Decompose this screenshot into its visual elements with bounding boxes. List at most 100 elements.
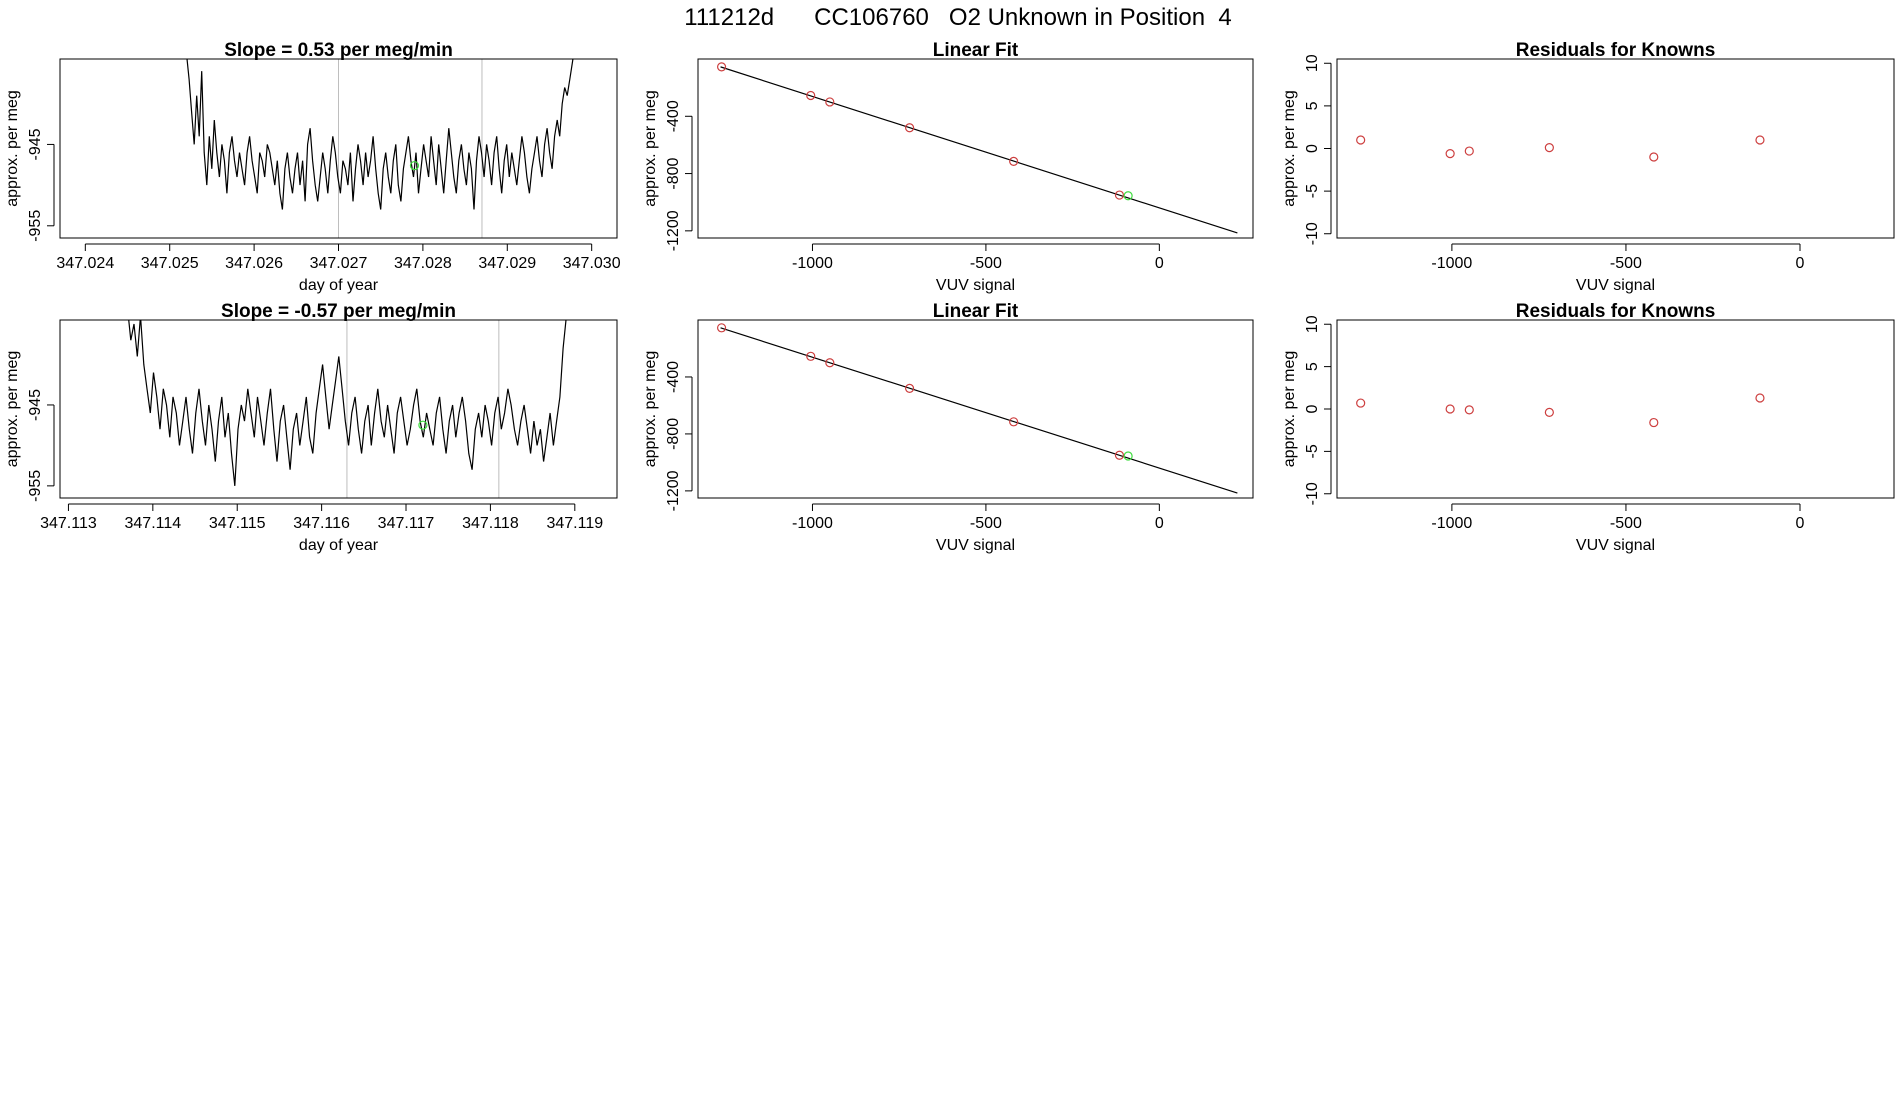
known-point-2	[1445, 149, 1455, 159]
y-tick-label-3: 0	[1304, 144, 1321, 153]
known-point-1	[1356, 135, 1366, 145]
chart-title: Slope = -0.57 per meg/min	[221, 301, 456, 322]
known-point-6	[1114, 190, 1125, 200]
y-tick-label-2: -800	[665, 157, 682, 189]
x-tick-label-2: -500	[970, 515, 1002, 532]
plot-frame	[697, 319, 1254, 499]
x-tick-label-1: -1000	[792, 255, 833, 272]
known-point-4	[1544, 143, 1554, 153]
y-tick-label-1: 10	[1304, 54, 1321, 72]
x-tick-label-3: 0	[1796, 255, 1805, 272]
known-point-5	[1009, 156, 1019, 166]
unknown-point-1	[1123, 451, 1133, 461]
known-point-3	[1464, 405, 1474, 415]
x-tick-label-6: 347.118	[462, 515, 519, 532]
y-tick-label-2: -800	[665, 418, 682, 450]
y-tick-label-2: -955	[27, 210, 44, 242]
plot-area	[128, 320, 567, 498]
y-tick-label-1: -400	[665, 361, 682, 393]
plot-area	[716, 62, 1238, 234]
y-axis-title: approx. per meg	[4, 90, 21, 207]
known-point-6	[1755, 135, 1765, 145]
x-axis-title: day of year	[299, 537, 379, 554]
x-axis-title: VUV signal	[1576, 277, 1655, 294]
chart-title: Residuals for Knowns	[1516, 301, 1716, 322]
y-axis-title: approx. per meg	[1281, 351, 1298, 468]
x-tick-label-5: 347.117	[378, 515, 435, 532]
plot-area	[1356, 393, 1765, 428]
y-tick-label-5: -10	[1304, 222, 1321, 245]
x-tick-label-1: 347.024	[56, 255, 114, 272]
x-tick-label-7: 347.030	[563, 255, 621, 272]
y-tick-label-1: -400	[665, 100, 682, 132]
unknown-marker	[418, 420, 428, 430]
x-tick-label-7: 347.119	[546, 515, 603, 532]
known-point-5	[1649, 152, 1659, 162]
y-axis-title: approx. per meg	[642, 90, 659, 207]
y-tick-label-4: -5	[1304, 444, 1321, 458]
x-axis-title: VUV signal	[936, 277, 1015, 294]
x-tick-label-3: 0	[1155, 515, 1164, 532]
y-axis-title: approx. per meg	[4, 351, 21, 468]
y-tick-label-1: -945	[27, 389, 44, 421]
plot-area	[716, 323, 1238, 494]
x-tick-label-1: -1000	[792, 515, 833, 532]
chart-panel-4: 347.113 347.114 347.115 347.116 347.117 347.1…	[4, 301, 618, 554]
chart-title: Linear Fit	[933, 301, 1019, 322]
unknown-marker	[409, 160, 420, 171]
x-tick-label-1: -1000	[1431, 515, 1472, 532]
chart-panel-1: 347.024 347.025 347.026 347.027 347.028 347.0…	[4, 40, 621, 294]
series-line-1	[186, 59, 574, 210]
y-tick-label-3: 0	[1304, 404, 1321, 413]
x-axis-title: VUV signal	[936, 537, 1015, 554]
fit-line	[720, 327, 1238, 494]
known-point-6	[1114, 450, 1125, 460]
known-point-1	[716, 62, 727, 72]
x-tick-label-4: 347.027	[310, 255, 368, 272]
x-axis-title: day of year	[299, 277, 379, 294]
x-tick-label-6: 347.029	[478, 255, 536, 272]
known-point-3	[825, 97, 835, 107]
y-tick-label-2: 5	[1304, 101, 1321, 110]
plot-area	[186, 59, 574, 238]
x-tick-label-3: 347.026	[225, 255, 283, 272]
y-axis-title: approx. per meg	[1281, 90, 1298, 207]
chart-panel-5: -1000 -500 0 -400 -800 -1200 VUV signal approx.…	[642, 301, 1254, 554]
known-point-1	[1356, 398, 1366, 408]
chart-title: Slope = 0.53 per meg/min	[224, 40, 453, 61]
known-point-3	[825, 358, 835, 368]
figure-title: 111212d CC106760 O2 Unknown in Position …	[684, 4, 1231, 31]
chart-panel-3: -1000 -500 0 10 5 0 -5 -10 VUV signal approx. per…	[1281, 40, 1895, 294]
y-tick-label-3: -1200	[665, 470, 682, 511]
known-point-2	[806, 90, 816, 101]
plot-frame	[59, 58, 618, 239]
known-point-4	[904, 383, 915, 393]
known-point-6	[1755, 393, 1765, 403]
known-point-2	[1445, 404, 1455, 414]
x-axis-title: VUV signal	[1576, 537, 1655, 554]
x-tick-label-2: 347.114	[125, 515, 182, 532]
chart-title: Residuals for Knowns	[1516, 40, 1716, 61]
known-point-4	[904, 123, 915, 133]
y-tick-label-4: -5	[1304, 184, 1321, 198]
x-tick-label-1: 347.113	[40, 515, 97, 532]
known-point-2	[806, 351, 816, 361]
plot-frame	[1336, 58, 1895, 239]
unknown-point-1	[1123, 191, 1133, 201]
plot-frame	[59, 319, 618, 499]
y-axis-title: approx. per meg	[642, 351, 659, 468]
y-tick-label-3: -1200	[665, 210, 682, 251]
y-tick-label-1: -945	[27, 128, 44, 160]
x-tick-label-2: -500	[1610, 515, 1642, 532]
known-point-1	[716, 323, 727, 333]
chart-panel-2: -1000 -500 0 -400 -800 -1200 VUV signal approx.…	[642, 40, 1254, 294]
x-tick-label-4: 347.116	[293, 515, 350, 532]
known-point-4	[1544, 407, 1554, 417]
x-tick-label-1: -1000	[1431, 255, 1472, 272]
y-tick-label-2: 5	[1304, 362, 1321, 371]
y-tick-label-5: -10	[1304, 482, 1321, 505]
x-tick-label-3: 0	[1796, 515, 1805, 532]
panels: 347.024 347.025 347.026 347.027 347.028 347.0…	[4, 40, 1895, 554]
x-tick-label-5: 347.028	[394, 255, 452, 272]
